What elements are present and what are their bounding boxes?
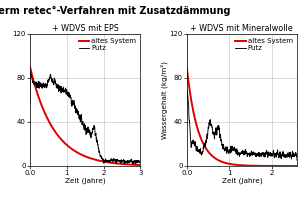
altes System bbox=[35, 90, 39, 93]
Line: altes System: altes System bbox=[30, 67, 140, 165]
altes System bbox=[185, 66, 188, 68]
altes System bbox=[268, 165, 272, 167]
altes System bbox=[123, 163, 127, 165]
altes System bbox=[112, 162, 116, 164]
X-axis label: Zeit (Jahre): Zeit (Jahre) bbox=[65, 178, 106, 184]
Title: + WDVS mit EPS: + WDVS mit EPS bbox=[52, 24, 118, 33]
altes System bbox=[95, 159, 99, 161]
altes System bbox=[92, 158, 96, 161]
Putz bbox=[252, 151, 256, 153]
Putz bbox=[92, 124, 96, 127]
Putz bbox=[269, 153, 272, 156]
Putz bbox=[280, 155, 284, 157]
altes System bbox=[249, 164, 253, 167]
Putz bbox=[132, 163, 136, 165]
Text: weber.therm retec°-Verfahren mit Zusatzdämmung: weber.therm retec°-Verfahren mit Zusatzd… bbox=[0, 6, 230, 16]
altes System bbox=[255, 165, 259, 167]
Y-axis label: Wassergehalt (kg/m²): Wassergehalt (kg/m²) bbox=[160, 61, 168, 139]
Putz bbox=[123, 160, 127, 162]
Putz bbox=[185, 90, 189, 92]
Title: + WDVS mit Mineralwolle: + WDVS mit Mineralwolle bbox=[190, 24, 293, 33]
altes System bbox=[295, 165, 299, 167]
Line: Putz: Putz bbox=[187, 91, 297, 160]
altes System bbox=[252, 165, 255, 167]
altes System bbox=[280, 165, 284, 167]
Putz bbox=[255, 152, 259, 154]
Line: Putz: Putz bbox=[30, 72, 140, 164]
Putz bbox=[28, 102, 32, 105]
Legend: altes System, Putz: altes System, Putz bbox=[235, 37, 293, 52]
altes System bbox=[192, 111, 195, 113]
Line: altes System: altes System bbox=[187, 67, 297, 166]
X-axis label: Zeit (Jahre): Zeit (Jahre) bbox=[221, 178, 262, 184]
altes System bbox=[28, 66, 32, 68]
altes System bbox=[98, 160, 102, 162]
altes System bbox=[139, 164, 142, 166]
Putz bbox=[99, 155, 102, 157]
Putz bbox=[185, 115, 188, 117]
Putz bbox=[95, 139, 99, 142]
Putz bbox=[249, 154, 253, 156]
Putz bbox=[35, 84, 39, 86]
Putz bbox=[295, 159, 299, 162]
Putz bbox=[139, 162, 142, 164]
Putz bbox=[28, 71, 32, 74]
Putz bbox=[192, 139, 195, 142]
Legend: altes System, Putz: altes System, Putz bbox=[78, 37, 137, 52]
Putz bbox=[112, 159, 116, 161]
